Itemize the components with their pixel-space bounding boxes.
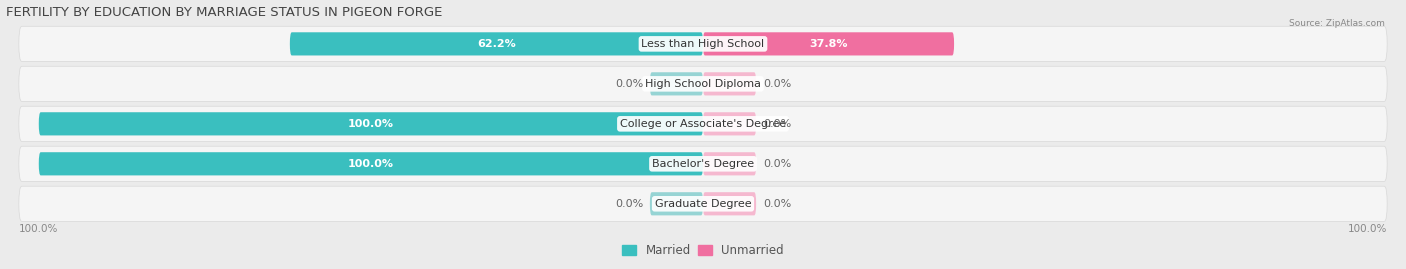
Text: Less than High School: Less than High School (641, 39, 765, 49)
Text: 0.0%: 0.0% (763, 79, 792, 89)
Text: 100.0%: 100.0% (347, 159, 394, 169)
Text: 0.0%: 0.0% (614, 79, 643, 89)
FancyBboxPatch shape (650, 192, 703, 215)
Text: Bachelor's Degree: Bachelor's Degree (652, 159, 754, 169)
FancyBboxPatch shape (18, 146, 1388, 181)
FancyBboxPatch shape (39, 112, 703, 135)
FancyBboxPatch shape (703, 32, 955, 55)
FancyBboxPatch shape (18, 106, 1388, 141)
Text: Graduate Degree: Graduate Degree (655, 199, 751, 209)
FancyBboxPatch shape (290, 32, 703, 55)
Text: College or Associate's Degree: College or Associate's Degree (620, 119, 786, 129)
FancyBboxPatch shape (18, 26, 1388, 62)
Text: 100.0%: 100.0% (1348, 224, 1388, 234)
FancyBboxPatch shape (703, 152, 756, 175)
Text: 100.0%: 100.0% (347, 119, 394, 129)
Text: 62.2%: 62.2% (477, 39, 516, 49)
Text: 0.0%: 0.0% (763, 119, 792, 129)
FancyBboxPatch shape (18, 186, 1388, 221)
FancyBboxPatch shape (18, 66, 1388, 101)
Text: High School Diploma: High School Diploma (645, 79, 761, 89)
Text: 0.0%: 0.0% (614, 199, 643, 209)
Text: 37.8%: 37.8% (810, 39, 848, 49)
Text: FERTILITY BY EDUCATION BY MARRIAGE STATUS IN PIGEON FORGE: FERTILITY BY EDUCATION BY MARRIAGE STATU… (6, 6, 441, 19)
Text: 100.0%: 100.0% (18, 224, 58, 234)
Text: 0.0%: 0.0% (763, 159, 792, 169)
FancyBboxPatch shape (39, 152, 703, 175)
Text: 0.0%: 0.0% (763, 199, 792, 209)
Text: Source: ZipAtlas.com: Source: ZipAtlas.com (1289, 19, 1385, 28)
FancyBboxPatch shape (703, 112, 756, 135)
FancyBboxPatch shape (650, 72, 703, 95)
Legend: Married, Unmarried: Married, Unmarried (617, 239, 789, 262)
FancyBboxPatch shape (703, 192, 756, 215)
FancyBboxPatch shape (703, 72, 756, 95)
